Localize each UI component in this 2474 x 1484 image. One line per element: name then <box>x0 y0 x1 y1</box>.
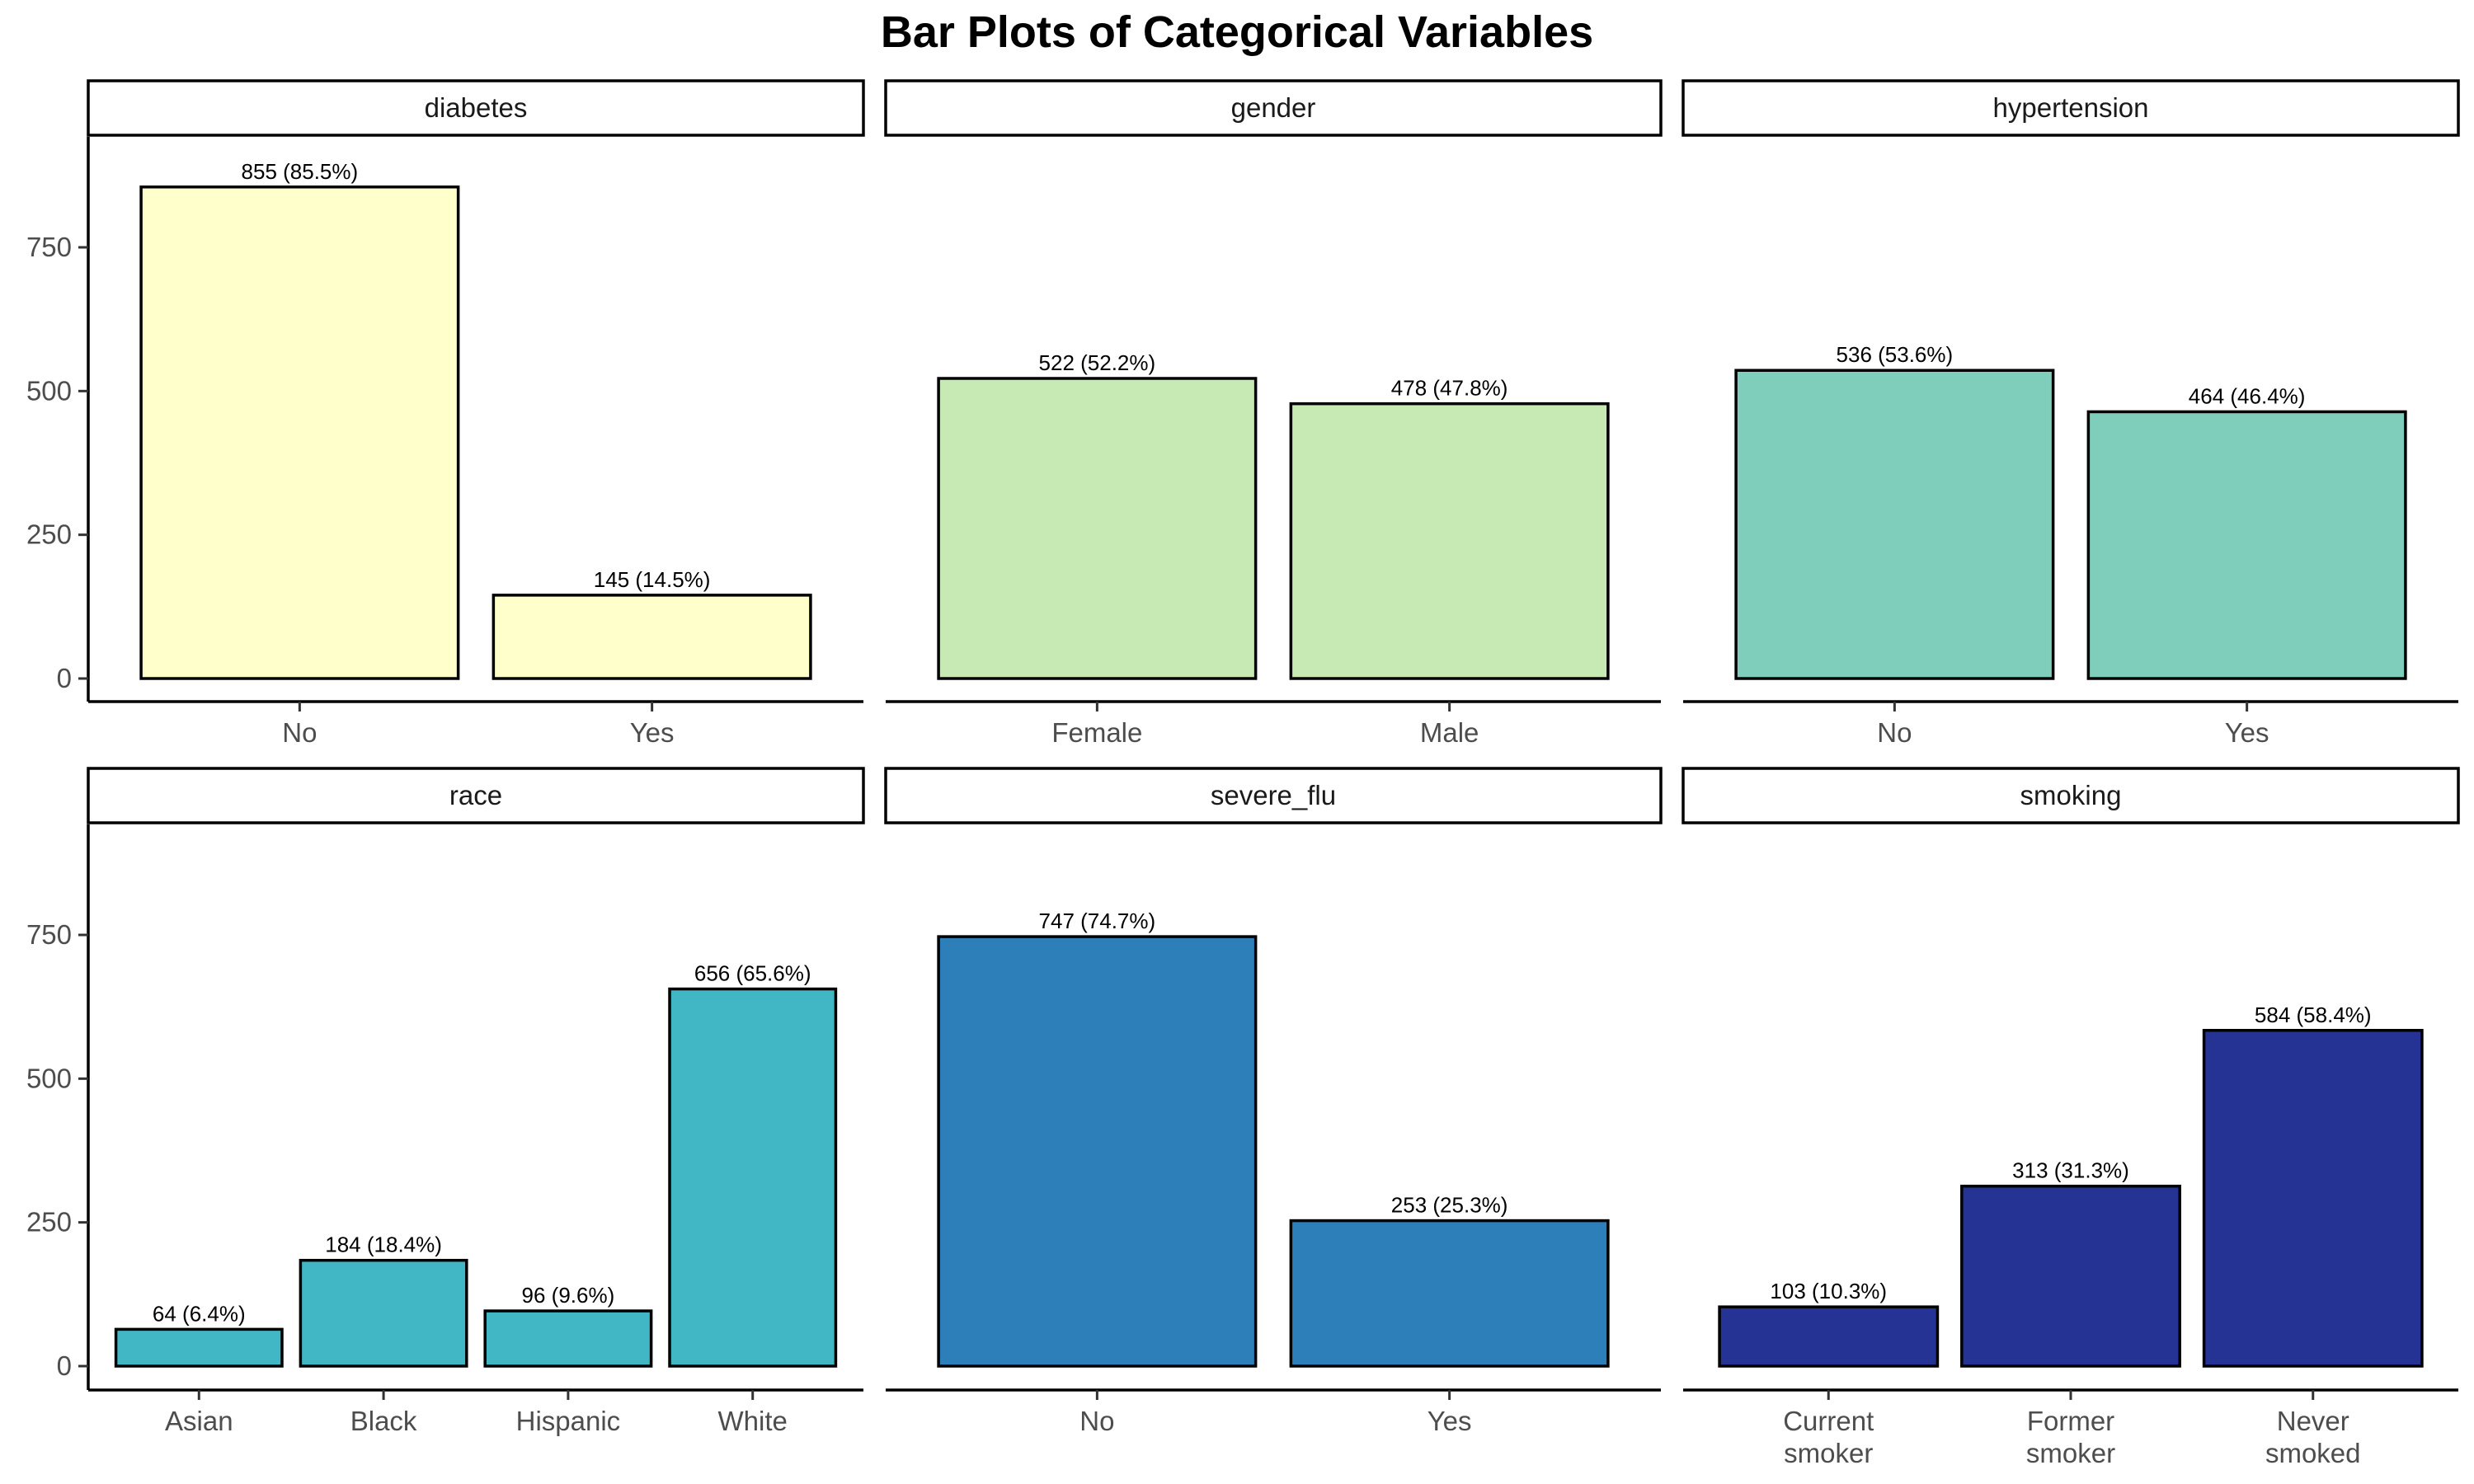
x-tick-label: White <box>718 1406 788 1436</box>
data-label: 584 (58.4%) <box>2255 1003 2372 1027</box>
facet-strip <box>884 79 1663 137</box>
x-tick-label: Hispanic <box>516 1406 621 1436</box>
x-tick-label: Yes <box>2225 717 2269 748</box>
bar <box>483 1309 653 1368</box>
panel-race: race 0 250 500 750 64 (6.4%) Asian 184 (18.4%) B… <box>26 767 865 1436</box>
facet-strip <box>87 767 865 824</box>
bar <box>1734 369 2055 680</box>
x-tick-label: Yes <box>630 717 675 748</box>
bar <box>2086 410 2407 680</box>
x-tick-label: No <box>1079 1406 1114 1436</box>
data-label: 522 (52.2%) <box>1039 350 1156 375</box>
x-tick-label: Current smoker <box>1783 1406 1874 1468</box>
panel-severe_flu: severe_flu 747 (74.7%) No 253 (25.3%) Yes <box>884 767 1663 1436</box>
bar <box>1289 402 1610 680</box>
data-label: 64 (6.4%) <box>153 1301 246 1326</box>
facet-strip <box>884 767 1663 824</box>
y-tick-label: 750 <box>26 919 72 950</box>
bar <box>114 1327 284 1368</box>
data-label: 855 (85.5%) <box>242 159 359 184</box>
bar <box>139 186 460 680</box>
facet-strip <box>1681 767 2460 824</box>
y-tick-label: 250 <box>26 519 72 550</box>
bar <box>937 377 1258 680</box>
y-tick-label: 750 <box>26 232 72 262</box>
facet-label: hypertension <box>1993 92 2149 123</box>
x-tick-label: Former smoker <box>2026 1406 2115 1468</box>
bar <box>668 987 838 1368</box>
bar <box>1718 1305 1940 1368</box>
data-label: 103 (10.3%) <box>1770 1279 1887 1303</box>
y-tick-label: 0 <box>57 663 72 693</box>
facet-label: smoking <box>2020 780 2122 810</box>
data-label: 464 (46.4%) <box>2189 383 2306 408</box>
facet-label: severe_flu <box>1211 780 1336 810</box>
x-tick-label: Male <box>1420 717 1479 748</box>
facet-strip <box>87 79 865 137</box>
panel-gender: gender 522 (52.2%) Female 478 (47.8%) Male <box>884 79 1663 748</box>
x-tick-label: No <box>1877 717 1912 748</box>
y-tick-label: 0 <box>57 1350 72 1381</box>
bar <box>2202 1029 2424 1368</box>
bar <box>1960 1184 2181 1368</box>
facet-label: race <box>449 780 502 810</box>
data-label: 145 (14.5%) <box>594 567 711 592</box>
x-tick-label: Yes <box>1427 1406 1472 1436</box>
panel-diabetes: diabetes 0 250 500 750 855 (85.5%) No 145 (14.5… <box>26 79 865 748</box>
data-label: 313 (31.3%) <box>2012 1158 2129 1183</box>
x-tick-label: Female <box>1051 717 1142 748</box>
data-label: 253 (25.3%) <box>1391 1193 1508 1218</box>
data-label: 478 (47.8%) <box>1391 376 1508 401</box>
data-label: 747 (74.7%) <box>1039 909 1156 933</box>
y-tick-label: 250 <box>26 1207 72 1237</box>
facet-label: diabetes <box>425 92 528 123</box>
panel-smoking: smoking 103 (10.3%) Current smoker 313 (31.3… <box>1681 767 2460 1468</box>
data-label: 656 (65.6%) <box>694 961 811 986</box>
y-tick-label: 500 <box>26 375 72 406</box>
bar <box>299 1258 468 1368</box>
facet-strip <box>1681 79 2460 137</box>
bar <box>492 594 812 680</box>
x-tick-label: Black <box>350 1406 417 1436</box>
bar <box>937 935 1258 1368</box>
facet-label: gender <box>1231 92 1316 123</box>
x-tick-label: Asian <box>165 1406 233 1436</box>
x-tick-label: Never smoked <box>2265 1406 2361 1468</box>
chart-title: Bar Plots of Categorical Variables <box>880 7 1594 57</box>
bar <box>1289 1219 1610 1368</box>
panel-hypertension: hypertension 536 (53.6%) No 464 (46.4%) Yes <box>1681 79 2460 748</box>
y-tick-label: 500 <box>26 1063 72 1093</box>
data-label: 536 (53.6%) <box>1837 342 1954 367</box>
data-label: 96 (9.6%) <box>522 1283 615 1308</box>
data-label: 184 (18.4%) <box>325 1233 442 1257</box>
x-tick-label: No <box>282 717 317 748</box>
